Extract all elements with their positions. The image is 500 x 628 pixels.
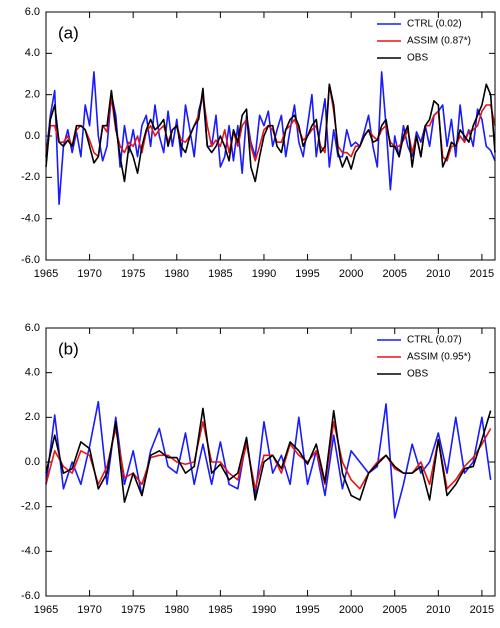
panel-label: (b) (58, 339, 79, 358)
x-tick-label: 2015 (470, 604, 494, 616)
x-tick-label: 1990 (252, 604, 276, 616)
y-tick-label: -2.0 (21, 501, 40, 513)
y-tick-label: 2.0 (25, 89, 40, 101)
y-tick-label: 6.0 (25, 322, 40, 334)
x-tick-label: 1985 (208, 604, 232, 616)
x-tick-label: 1970 (77, 604, 101, 616)
x-tick-label: 2010 (426, 268, 450, 280)
legend-label: ASSIM (0.87*) (407, 36, 471, 47)
plot-frame (45, 327, 496, 597)
data-line (45, 83, 496, 183)
data-line (45, 407, 492, 503)
x-tick-label: 1980 (165, 604, 189, 616)
y-tick-label: 6.0 (25, 6, 40, 18)
x-tick-label: 1965 (34, 268, 58, 280)
legend-label: CTRL (0.02) (407, 19, 462, 30)
y-tick-label: -6.0 (21, 590, 40, 602)
plot-frame (45, 11, 496, 261)
y-tick-label: -4.0 (21, 545, 40, 557)
x-tick-label: 1975 (121, 604, 145, 616)
x-tick-label: 2015 (470, 268, 494, 280)
legend-label: OBS (407, 53, 428, 64)
x-tick-label: 1990 (252, 268, 276, 280)
x-tick-label: 2005 (382, 604, 406, 616)
y-tick-label: -4.0 (21, 213, 40, 225)
y-tick-label: 0.0 (25, 130, 40, 142)
y-tick-label: 4.0 (25, 367, 40, 379)
x-tick-label: 1970 (77, 268, 101, 280)
x-tick-label: 1985 (208, 268, 232, 280)
legend-label: CTRL (0.07) (407, 335, 462, 346)
y-tick-label: 0.0 (25, 456, 40, 468)
x-tick-label: 1975 (121, 268, 145, 280)
legend-label: ASSIM (0.95*) (407, 352, 471, 363)
x-tick-label: 1965 (34, 604, 58, 616)
data-line (45, 400, 492, 519)
y-tick-label: 2.0 (25, 411, 40, 423)
x-tick-label: 2000 (339, 604, 363, 616)
y-tick-label: 4.0 (25, 47, 40, 59)
data-line (45, 71, 496, 205)
legend-label: OBS (407, 369, 428, 380)
x-tick-label: 1980 (165, 268, 189, 280)
panel-label: (a) (58, 23, 79, 42)
x-tick-label: 2000 (339, 268, 363, 280)
x-tick-label: 2010 (426, 604, 450, 616)
x-tick-label: 1995 (295, 604, 319, 616)
x-tick-label: 1995 (295, 268, 319, 280)
y-tick-label: -6.0 (21, 254, 40, 266)
y-tick-label: -2.0 (21, 171, 40, 183)
x-tick-label: 2005 (382, 268, 406, 280)
data-line (45, 421, 492, 490)
